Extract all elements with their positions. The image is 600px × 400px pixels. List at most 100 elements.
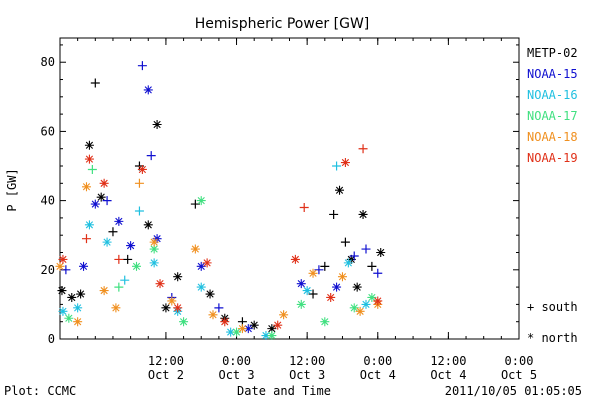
marker-north [99, 178, 109, 188]
data-point [332, 161, 342, 171]
marker-north [376, 248, 386, 258]
data-point [132, 261, 141, 271]
data-point [302, 286, 312, 296]
data-point [358, 144, 368, 154]
data-point [196, 282, 206, 292]
marker-north [96, 192, 106, 202]
data-point [90, 78, 100, 88]
legend-item-noaa-16: NOAA-16 [527, 88, 578, 102]
marker-north [76, 289, 86, 299]
marker-north [226, 327, 236, 337]
data-point [73, 303, 83, 313]
marker-north [161, 303, 171, 313]
marker-north [126, 241, 136, 251]
data-point [226, 327, 236, 337]
marker-north [302, 286, 312, 296]
y-tick-label: 20 [41, 263, 55, 277]
x-tick-date-label: Oct 5 [501, 368, 537, 382]
plot-timestamp: 2011/10/05 01:05:05 [445, 384, 582, 398]
marker-north [296, 279, 306, 289]
data-point [111, 303, 121, 313]
data-point [202, 258, 212, 268]
marker-north [337, 272, 347, 282]
marker-north [355, 306, 365, 316]
marker-north [137, 164, 147, 174]
data-point [358, 209, 368, 219]
series-noaa-19 [58, 144, 383, 330]
marker-south [81, 234, 91, 244]
data-point [58, 254, 68, 264]
data-point [332, 282, 342, 292]
marker-north [64, 313, 74, 323]
marker-north [84, 140, 94, 150]
marker-south [332, 161, 342, 171]
marker-north [81, 182, 91, 192]
marker-south [114, 254, 124, 264]
marker-north [173, 303, 183, 313]
marker-north [220, 317, 230, 327]
data-point [335, 185, 345, 195]
data-point [320, 317, 330, 327]
marker-south [90, 78, 100, 88]
data-point [343, 258, 353, 268]
marker-north [320, 317, 330, 327]
marker-legend-north: * north [527, 331, 578, 345]
y-tick-label: 40 [41, 194, 55, 208]
series-metp-02 [57, 78, 386, 334]
data-point [367, 292, 377, 302]
marker-north [343, 258, 353, 268]
marker-north [267, 324, 277, 334]
data-point [261, 331, 271, 341]
marker-south [349, 251, 359, 261]
marker-south [146, 151, 156, 161]
data-point [149, 258, 159, 268]
data-point [84, 140, 94, 150]
marker-south [123, 254, 133, 264]
marker-legend-south: + south [527, 300, 578, 314]
marker-north [55, 261, 65, 271]
x-tick-hour-label: 12:00 [289, 354, 325, 368]
marker-north [196, 196, 206, 206]
marker-north [243, 324, 253, 334]
data-point [99, 178, 109, 188]
marker-south [134, 178, 144, 188]
data-point [355, 306, 365, 316]
data-point [99, 286, 109, 296]
marker-south [120, 275, 130, 285]
marker-north [373, 296, 383, 306]
data-point [214, 303, 224, 313]
data-point [267, 324, 277, 334]
marker-north [149, 237, 159, 247]
data-point [81, 182, 91, 192]
data-point [96, 192, 106, 202]
marker-north [190, 244, 200, 254]
data-point [134, 178, 144, 188]
marker-south [214, 303, 224, 313]
marker-north [202, 258, 212, 268]
y-axis-ticks: 0 20 40 60 80 [41, 44, 519, 346]
y-axis-label: P [GW] [5, 168, 19, 211]
marker-north [114, 216, 124, 226]
data-point [329, 209, 339, 219]
data-point [205, 289, 215, 299]
marker-north [237, 324, 247, 334]
data-point [340, 158, 350, 168]
data-point [120, 275, 130, 285]
data-point [296, 279, 306, 289]
data-point [196, 196, 206, 206]
legend-item-noaa-18: NOAA-18 [527, 130, 578, 144]
data-point [57, 286, 67, 296]
marker-north [67, 292, 77, 302]
data-point [123, 254, 133, 264]
marker-north [149, 244, 159, 254]
marker-south [137, 61, 147, 71]
marker-north [208, 310, 218, 320]
data-point [102, 237, 112, 247]
marker-north [261, 331, 271, 341]
data-point [208, 310, 218, 320]
data-point [161, 303, 171, 313]
x-tick-hour-label: 0:00 [222, 354, 251, 368]
marker-south [329, 209, 339, 219]
